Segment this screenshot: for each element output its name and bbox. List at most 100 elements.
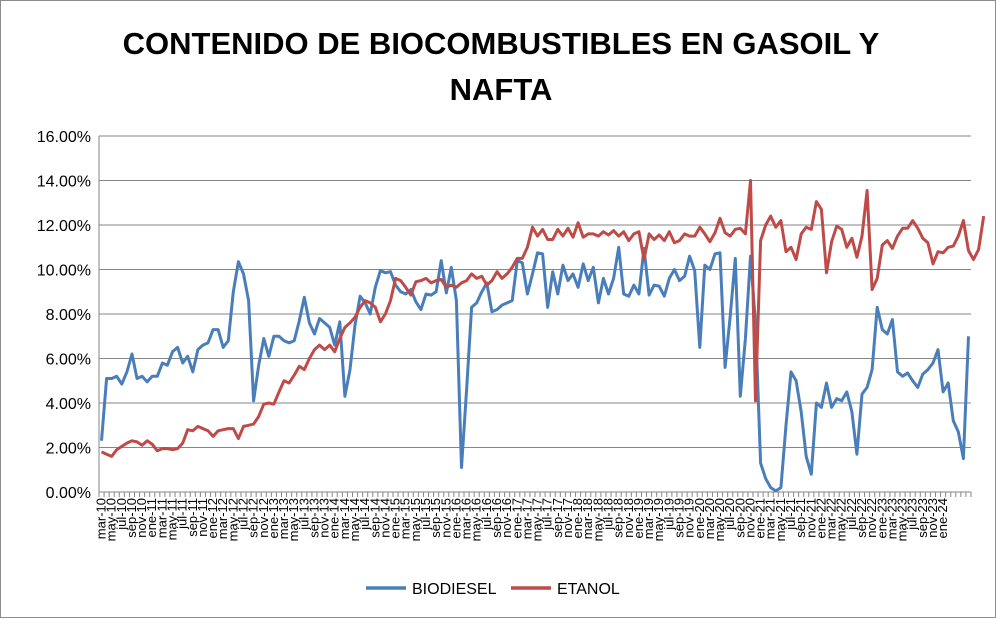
x-tick-label: ene-19 xyxy=(631,498,646,538)
x-tick-label: may-18 xyxy=(590,498,605,541)
series-line-biodiesel xyxy=(100,245,970,493)
y-tick-label: 6.00% xyxy=(46,352,91,369)
x-tick-label: jul-22 xyxy=(844,498,859,531)
x-tick-label: ene-20 xyxy=(692,498,707,538)
x-tick-label: may-12 xyxy=(225,498,240,541)
y-tick-label: 8.00% xyxy=(46,307,91,324)
x-tick-label: nov-11 xyxy=(195,498,210,537)
x-tick-label: jul-12 xyxy=(235,498,250,531)
x-tick-label: may-15 xyxy=(408,498,423,541)
chart-title-line1: CONTENIDO DE BIOCOMBUSTIBLES EN GASOIL Y xyxy=(122,26,880,61)
x-tick-label: may-13 xyxy=(286,498,301,541)
grid-lines xyxy=(99,135,971,493)
y-tick-label: 2.00% xyxy=(46,441,91,458)
x-tick-label: may-10 xyxy=(104,498,119,541)
y-tick-label: 0.00% xyxy=(46,485,91,502)
x-tick-label: mar-12 xyxy=(215,498,230,539)
x-tick-label: sep-12 xyxy=(246,498,261,538)
x-tick-label: ene-18 xyxy=(570,498,585,538)
x-tick-label: nov-13 xyxy=(317,498,332,538)
x-tick-label: mar-11 xyxy=(154,498,169,538)
chart-title-line2: NAFTA xyxy=(449,72,553,107)
legend-label-biodiesel: BIODIESEL xyxy=(412,581,497,598)
x-tick-label: mar-19 xyxy=(641,498,656,539)
x-tick-label: ene-17 xyxy=(509,498,524,538)
x-tick-label: sep-15 xyxy=(428,498,443,538)
x-tick-label: nov-21 xyxy=(803,498,818,538)
x-tick-label: sep-16 xyxy=(489,498,504,538)
x-tick-label: may-11 xyxy=(165,498,180,540)
x-tick-label: jul-21 xyxy=(783,498,798,531)
x-tick-label: jul-17 xyxy=(540,498,555,531)
x-tick-label: jul-16 xyxy=(479,498,494,531)
series-line-etanol xyxy=(100,179,986,458)
x-tick-label: ene-24 xyxy=(935,498,950,538)
x-tick-label: mar-13 xyxy=(276,498,291,539)
x-tick-label: sep-20 xyxy=(732,498,747,538)
x-tick-label: nov-17 xyxy=(560,498,575,538)
x-tick-label: nov-20 xyxy=(742,498,757,538)
x-tick-label: ene-15 xyxy=(388,498,403,538)
x-tick-label: mar-17 xyxy=(519,498,534,539)
x-tick-label: jul-18 xyxy=(601,498,616,531)
legend-label-etanol: ETANOL xyxy=(557,581,620,598)
x-axis: mar-10may-10jul-10sep-10nov-10ene-11mar-… xyxy=(94,491,972,541)
x-tick-label: mar-23 xyxy=(884,498,899,539)
x-tick-label: ene-12 xyxy=(205,498,220,538)
x-tick-label: nov-22 xyxy=(864,498,879,538)
x-tick-label: sep-23 xyxy=(915,498,930,538)
x-tick-label: sep-14 xyxy=(367,498,382,538)
x-tick-label: ene-11 xyxy=(144,498,159,538)
x-tick-label: jul-14 xyxy=(357,498,372,531)
x-tick-label: nov-15 xyxy=(438,498,453,538)
x-tick-label: sep-17 xyxy=(550,498,565,538)
y-tick-label: 14.00% xyxy=(37,174,91,191)
chart-title: CONTENIDO DE BIOCOMBUSTIBLES EN GASOIL Y… xyxy=(61,21,941,113)
x-tick-label: nov-23 xyxy=(925,498,940,538)
y-tick-label: 4.00% xyxy=(46,396,91,413)
x-tick-label: may-16 xyxy=(469,498,484,541)
x-tick-label: sep-21 xyxy=(793,498,808,538)
x-tick-label: may-21 xyxy=(773,498,788,541)
x-tick-label: ene-13 xyxy=(266,498,281,538)
x-tick-label: sep-22 xyxy=(854,498,869,538)
x-tick-label: sep-10 xyxy=(124,498,139,538)
x-tick-label: nov-19 xyxy=(682,498,697,538)
x-tick-label: mar-21 xyxy=(763,498,778,539)
y-tick-label: 12.00% xyxy=(37,218,91,235)
x-tick-label: may-19 xyxy=(651,498,666,541)
x-tick-label: ene-16 xyxy=(448,498,463,538)
x-tick-label: jul-10 xyxy=(114,498,129,531)
x-tick-label: sep-13 xyxy=(306,498,321,538)
x-tick-label: mar-10 xyxy=(94,498,109,539)
x-tick-label: jul-23 xyxy=(905,498,920,531)
x-tick-label: mar-22 xyxy=(824,498,839,539)
y-tick-label: 16.00% xyxy=(37,129,91,146)
x-tick-label: nov-12 xyxy=(256,498,271,538)
x-tick-label: nov-18 xyxy=(621,498,636,538)
legend: BIODIESEL ETANOL xyxy=(366,581,620,598)
x-tick-label: jul-20 xyxy=(722,498,737,531)
series-lines xyxy=(100,179,986,493)
x-tick-label: nov-10 xyxy=(134,498,149,538)
y-tick-label: 10.00% xyxy=(37,263,91,280)
x-tick-label: may-14 xyxy=(347,498,362,541)
x-tick-label: mar-14 xyxy=(337,498,352,539)
x-tick-label: jul-19 xyxy=(661,498,676,531)
x-tick-label: ene-23 xyxy=(874,498,889,538)
x-tick-label: ene-22 xyxy=(813,498,828,538)
x-tick-label: sep-11 xyxy=(185,498,200,537)
x-tick-label: jul-11 xyxy=(175,498,190,530)
x-tick-label: ene-21 xyxy=(753,498,768,538)
x-tick-label: mar-16 xyxy=(459,498,474,539)
y-axis: 0.00% 2.00% 4.00% 6.00% 8.00% 10.00% 12.00% 14.… xyxy=(37,129,100,502)
x-tick-label: nov-16 xyxy=(499,498,514,538)
x-tick-label: may-23 xyxy=(895,498,910,541)
x-tick-label: may-20 xyxy=(712,498,727,541)
x-tick-label: may-22 xyxy=(834,498,849,541)
x-tick-label: mar-15 xyxy=(398,498,413,539)
x-tick-label: sep-19 xyxy=(671,498,686,538)
x-tick-label: sep-18 xyxy=(611,498,626,538)
